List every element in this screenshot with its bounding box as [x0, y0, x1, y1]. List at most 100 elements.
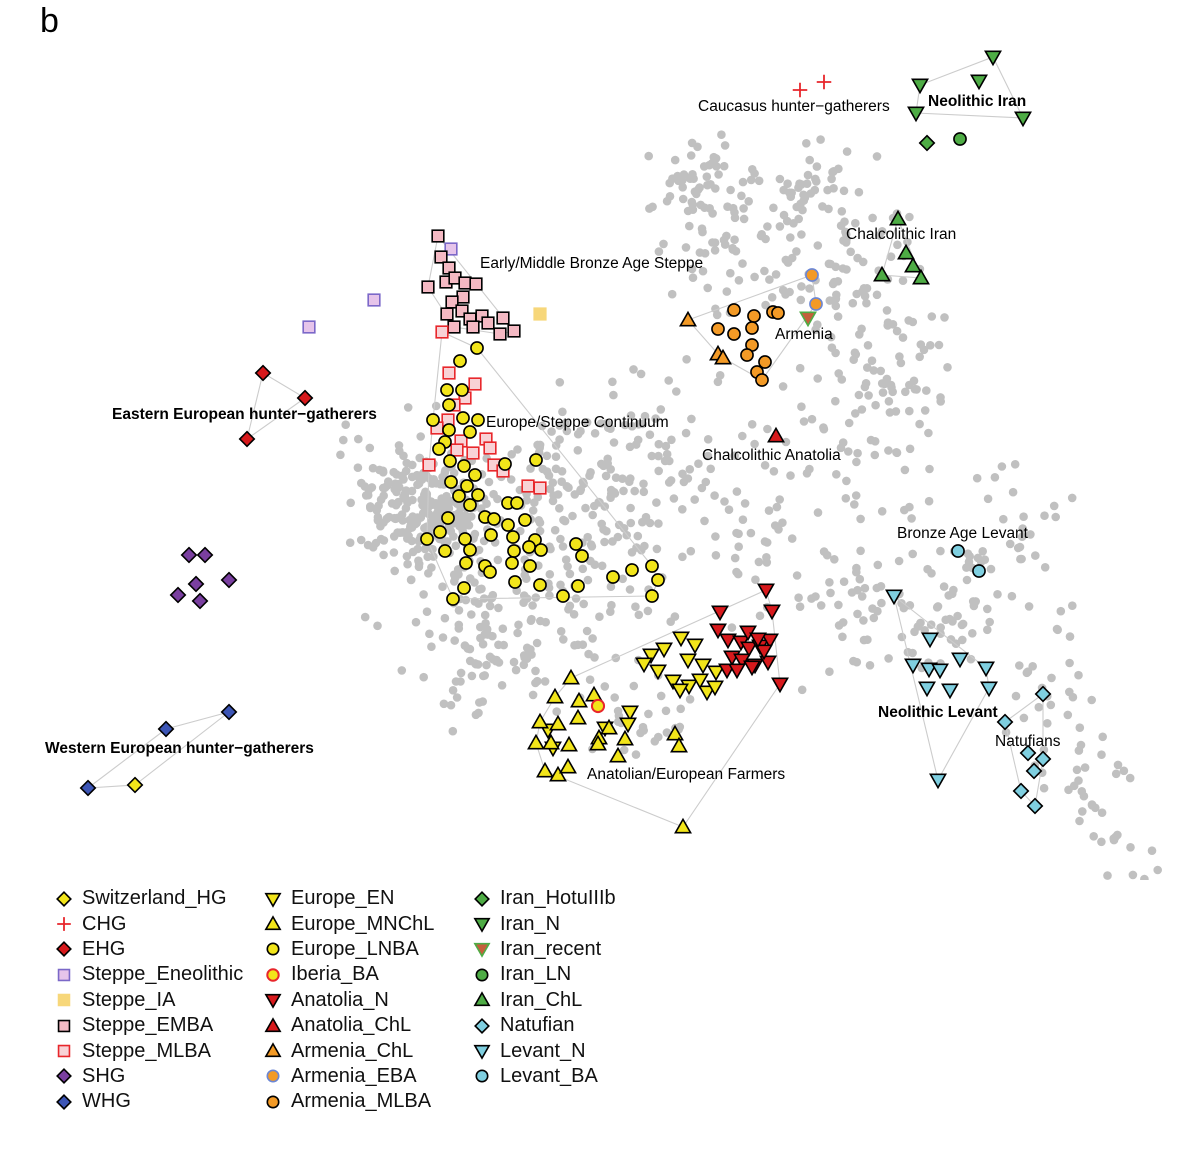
background-point — [746, 528, 756, 538]
background-point — [493, 494, 502, 504]
background-point — [640, 411, 650, 421]
point-europe-lnba — [606, 570, 620, 584]
background-point — [480, 671, 490, 680]
background-point — [797, 402, 806, 412]
point-ehg — [254, 364, 272, 382]
background-point — [452, 693, 462, 702]
background-point — [640, 541, 649, 551]
legend-item-steppe-emba: Steppe_EMBA — [52, 1013, 261, 1038]
background-point — [661, 441, 671, 451]
legend-label: Armenia_ChL — [291, 1039, 414, 1062]
legend-marker-armenia-chl — [264, 1042, 282, 1058]
point-europe-mnchl — [589, 734, 607, 751]
point-armenia-mlba — [727, 303, 741, 317]
point-armenia-mlba — [711, 322, 725, 336]
background-point — [461, 595, 471, 605]
point-europe-mnchl — [570, 691, 588, 708]
background-point — [739, 204, 748, 213]
background-point — [578, 564, 588, 574]
background-point — [403, 559, 412, 569]
background-point — [542, 467, 552, 476]
background-point — [851, 491, 861, 500]
series-iran-chl — [873, 209, 930, 285]
point-iran-n — [911, 78, 929, 95]
background-point — [771, 270, 781, 279]
background-point — [639, 479, 648, 489]
background-point — [353, 463, 363, 473]
background-point — [687, 138, 697, 148]
point-europe-lnba — [444, 475, 458, 489]
background-point — [844, 418, 854, 428]
background-point — [756, 231, 766, 241]
background-point — [456, 503, 466, 513]
background-point — [709, 152, 719, 162]
series-iran-recent — [799, 311, 817, 328]
point-steppe-mlba — [521, 479, 535, 493]
legend-label: Steppe_EMBA — [82, 1014, 214, 1037]
point-anatolia-n — [709, 623, 727, 640]
background-point — [676, 704, 685, 714]
point-armenia-mlba — [758, 355, 772, 369]
point-steppe-mlba — [422, 458, 436, 472]
background-point — [775, 174, 785, 184]
background-point — [408, 547, 418, 557]
background-point — [590, 653, 599, 662]
background-point — [548, 496, 558, 506]
label-natufians: Natufians — [995, 733, 1061, 750]
background-point — [926, 341, 935, 350]
background-point — [797, 282, 806, 291]
point-europe-lnba — [463, 425, 477, 439]
background-point — [720, 141, 730, 150]
point-europe-lnba — [571, 579, 585, 593]
point-anatolia-n — [761, 633, 779, 650]
background-point — [414, 556, 423, 565]
legend-marker-shg — [56, 1068, 72, 1085]
background-point — [631, 750, 641, 759]
background-point — [651, 414, 660, 423]
background-point — [619, 486, 628, 496]
background-point — [730, 235, 739, 244]
background-point — [747, 420, 757, 429]
background-point — [681, 428, 691, 438]
background-point — [557, 467, 567, 476]
background-point — [805, 155, 814, 165]
background-point — [946, 635, 956, 644]
background-point — [402, 552, 412, 561]
background-point — [744, 197, 753, 206]
background-point — [619, 524, 629, 533]
point-steppe-mlba — [533, 481, 547, 495]
background-point — [703, 283, 712, 293]
background-point — [855, 574, 865, 584]
point-levant-n — [951, 652, 969, 669]
background-point — [700, 516, 709, 526]
background-point — [812, 162, 822, 171]
background-point — [826, 332, 836, 342]
background-point — [1078, 807, 1087, 816]
legend-marker-iran-chl — [473, 991, 491, 1007]
background-point — [661, 706, 671, 716]
background-point — [852, 289, 861, 299]
background-point — [346, 498, 356, 508]
point-europe-en — [707, 665, 725, 682]
background-point — [600, 682, 610, 691]
background-point — [582, 626, 592, 636]
point-europe-en — [649, 664, 667, 681]
legend-label: Iran_LN — [500, 963, 572, 986]
legend-marker-europe-lnba — [266, 942, 280, 956]
background-point — [548, 478, 558, 488]
background-point — [1065, 687, 1074, 697]
point-europe-lnba — [534, 543, 548, 557]
background-point — [366, 502, 375, 511]
background-point — [585, 471, 594, 481]
background-point — [738, 431, 747, 441]
legend-marker-iberia-ba — [266, 968, 280, 982]
background-point — [792, 247, 801, 256]
series-armenia-mlba — [711, 303, 785, 387]
legend-item-iran-n: Iran_N — [470, 911, 670, 936]
series-iran-hotuiiib — [918, 134, 936, 152]
background-point — [1063, 710, 1073, 720]
background-point — [497, 681, 507, 690]
background-point — [1056, 606, 1066, 616]
background-point — [797, 685, 807, 695]
background-point — [816, 135, 825, 144]
